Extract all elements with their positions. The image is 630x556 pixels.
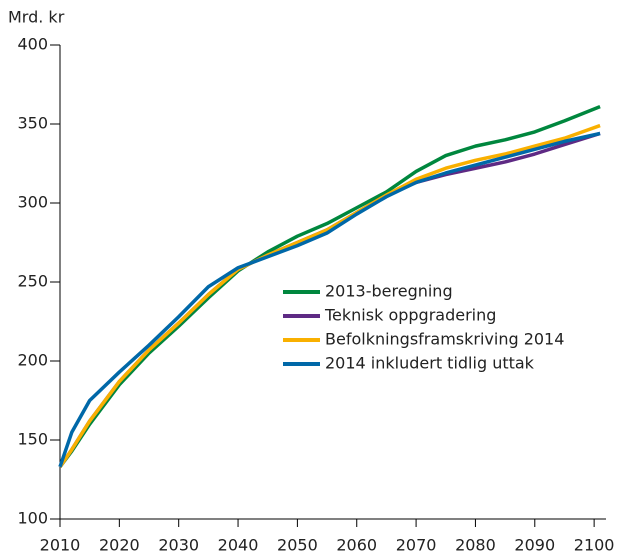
series-line bbox=[58, 123, 601, 468]
series-line bbox=[58, 131, 601, 468]
x-tick-label: 2100 bbox=[574, 536, 615, 555]
x-tick-label: 2040 bbox=[218, 536, 259, 555]
x-tick-label: 2020 bbox=[99, 536, 140, 555]
legend-label: Befolkningsframskriving 2014 bbox=[325, 330, 564, 349]
x-tick-label: 2060 bbox=[336, 536, 377, 555]
series-line bbox=[58, 104, 601, 468]
y-tick-label: 200 bbox=[17, 351, 48, 370]
x-tick-label: 2090 bbox=[514, 536, 555, 555]
x-tick-label: 2070 bbox=[396, 536, 437, 555]
y-tick-label: 300 bbox=[17, 193, 48, 212]
y-tick-label: 250 bbox=[17, 272, 48, 291]
y-tick-label: 100 bbox=[17, 509, 48, 528]
x-tick-label: 2030 bbox=[158, 536, 199, 555]
y-tick-label: 350 bbox=[17, 114, 48, 133]
x-tick-label: 2050 bbox=[277, 536, 318, 555]
legend-label: 2014 inkludert tidlig uttak bbox=[325, 354, 535, 373]
x-tick-label: 2080 bbox=[455, 536, 496, 555]
y-axis-label: Mrd. kr bbox=[8, 8, 65, 27]
y-tick-label: 150 bbox=[17, 430, 48, 449]
legend-label: 2013-beregning bbox=[325, 282, 453, 301]
legend-label: Teknisk oppgradering bbox=[324, 306, 496, 325]
y-tick-label: 400 bbox=[17, 35, 48, 54]
x-tick-label: 2010 bbox=[40, 536, 81, 555]
